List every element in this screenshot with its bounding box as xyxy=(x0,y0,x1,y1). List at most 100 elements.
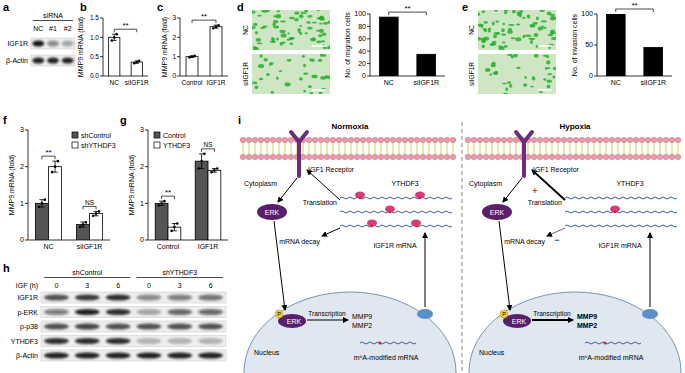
cell xyxy=(498,45,503,47)
blot-strip xyxy=(31,55,75,66)
lipid-tail xyxy=(453,141,454,156)
lipid-head xyxy=(639,154,645,160)
error-bar xyxy=(39,200,44,207)
tick-label: 100 xyxy=(581,10,593,17)
sign: + xyxy=(532,186,537,196)
cell xyxy=(478,37,481,40)
compartment-label: Nucleus xyxy=(479,349,505,356)
cell xyxy=(310,38,316,41)
category-label: siIGF1R xyxy=(125,79,149,86)
tick-label: 2 xyxy=(172,34,176,41)
band xyxy=(137,338,162,344)
lipid-head xyxy=(324,137,330,143)
reader-label: YTHDF3 xyxy=(616,180,643,187)
cell xyxy=(515,37,521,41)
reader-protein xyxy=(355,192,365,199)
bar-chart: b0.00.51.01.5MMP9 mRNA (fold)NCsiIGF1R** xyxy=(77,1,149,86)
replicate-dot xyxy=(203,153,206,156)
lipid-tail xyxy=(315,141,316,156)
cell xyxy=(282,42,285,44)
lipid-tail xyxy=(417,141,418,156)
bar xyxy=(109,37,120,76)
bar xyxy=(35,203,48,240)
band xyxy=(44,294,69,300)
lipid-tail xyxy=(303,141,304,156)
lane-label: 0 xyxy=(147,282,151,289)
lipid-tail xyxy=(576,141,577,156)
lipid-tail xyxy=(381,141,382,156)
lipid-head xyxy=(426,137,432,143)
lipid-tail xyxy=(363,141,364,156)
lipid-tail xyxy=(534,141,535,156)
band xyxy=(198,352,223,358)
replicate-dot xyxy=(188,56,191,59)
lipid-head xyxy=(312,137,318,143)
lipid-tail xyxy=(273,141,274,156)
cell xyxy=(550,14,555,17)
cell xyxy=(319,16,324,18)
lipid-head xyxy=(597,154,603,160)
tick-label: 1.5 xyxy=(90,14,99,21)
cell xyxy=(278,70,282,72)
lane-label: 6 xyxy=(116,282,120,289)
tick-label: 2 xyxy=(20,163,24,170)
replicate-dot xyxy=(216,167,219,170)
lipid-tail xyxy=(405,141,406,156)
lipid-tail xyxy=(492,141,493,156)
lipid-head xyxy=(336,154,342,160)
lipid-head xyxy=(444,137,450,143)
lipid-head xyxy=(270,137,276,143)
tick xyxy=(25,203,28,204)
band xyxy=(44,352,69,358)
lipid-head xyxy=(264,154,270,160)
cell xyxy=(258,64,264,68)
lipid-tail xyxy=(441,141,442,156)
lipid-tail xyxy=(570,141,571,156)
tick-label: 1 xyxy=(140,200,144,207)
cell xyxy=(322,54,326,57)
scale-bar xyxy=(312,89,326,91)
lipid-head xyxy=(657,137,663,143)
header-line xyxy=(33,20,73,21)
cell xyxy=(507,81,511,84)
cell xyxy=(530,25,535,27)
lipid-head xyxy=(360,154,366,160)
lipid-tail xyxy=(516,141,517,156)
replicate-dot xyxy=(173,226,176,229)
band xyxy=(167,338,192,344)
lipid-tail xyxy=(636,141,637,156)
lipid-head xyxy=(549,154,555,160)
error-bar xyxy=(52,161,57,172)
m6a-site xyxy=(614,211,617,214)
cell xyxy=(547,73,552,75)
cell xyxy=(328,45,330,49)
cell xyxy=(299,14,304,18)
band xyxy=(106,309,131,315)
category-label: siIGF1R xyxy=(640,79,666,86)
scale-bar xyxy=(312,45,326,47)
replicate-dot xyxy=(212,27,215,30)
micrograph xyxy=(478,10,556,50)
cell xyxy=(323,22,328,25)
lipid-head xyxy=(450,154,456,160)
replicate-dot xyxy=(98,210,101,213)
cell xyxy=(523,83,527,86)
lipid-tail xyxy=(480,141,481,156)
lipid-head xyxy=(657,154,663,160)
lipid-head xyxy=(348,137,354,143)
cell xyxy=(493,71,499,75)
cell xyxy=(517,13,521,16)
lipid-head xyxy=(246,154,252,160)
lipid-head xyxy=(639,137,645,143)
cell xyxy=(547,84,551,88)
tick-label: 1.0 xyxy=(90,34,99,41)
lipid-head xyxy=(507,137,513,143)
error-bar xyxy=(199,154,204,169)
condition-title: Hypoxia xyxy=(559,122,591,131)
pathway-panel: NormoxiaIGF1 ReceptorCytoplasmERKYTHDF3T… xyxy=(240,122,456,373)
lipid-tail xyxy=(309,141,310,156)
replicate-dot xyxy=(160,202,163,205)
band xyxy=(75,352,100,358)
lipid-head xyxy=(318,154,324,160)
lipid-tail xyxy=(588,141,589,156)
